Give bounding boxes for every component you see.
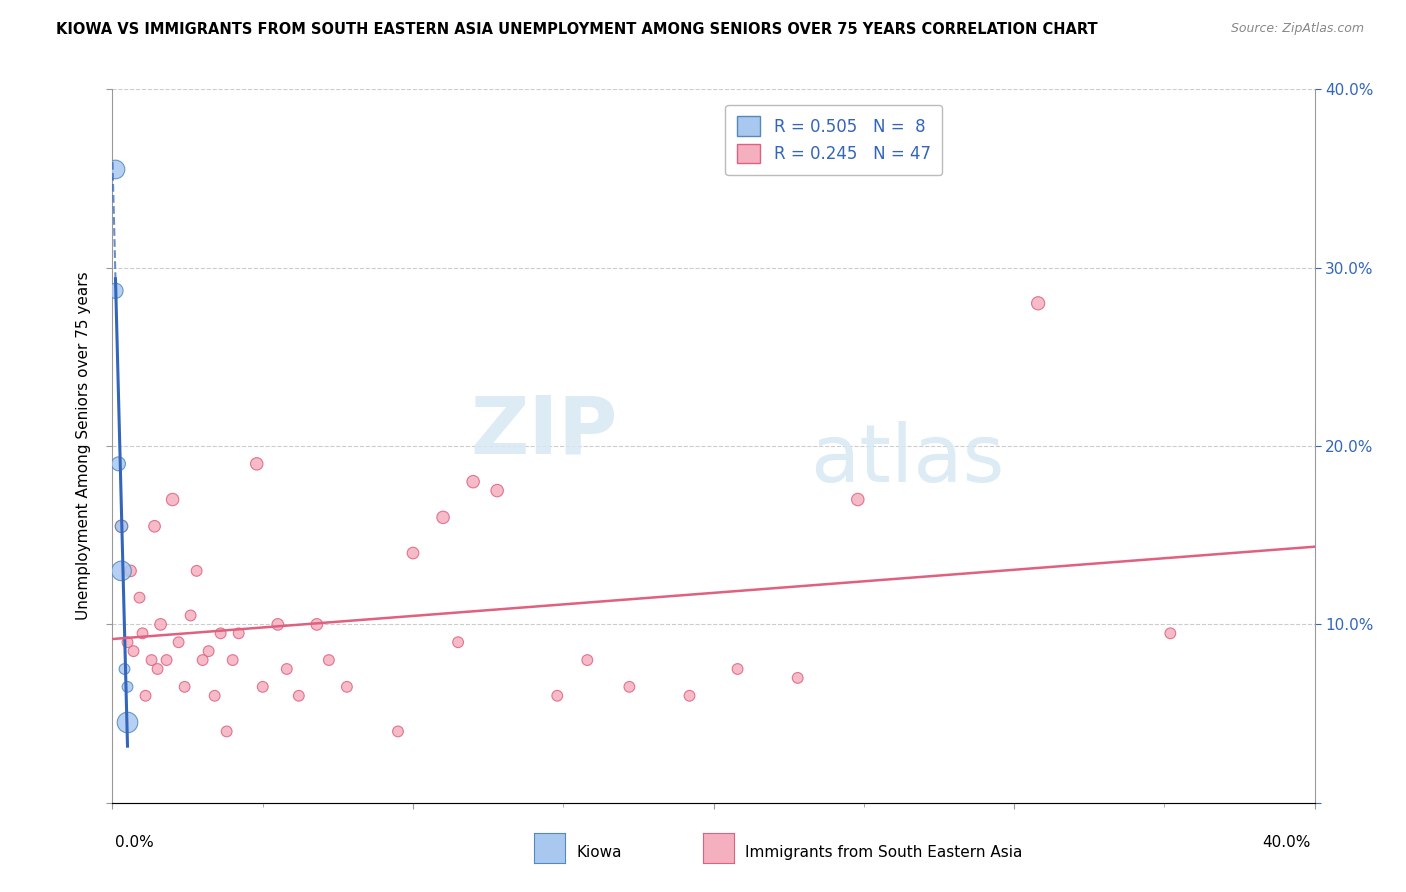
Text: Immigrants from South Eastern Asia: Immigrants from South Eastern Asia: [745, 846, 1022, 860]
Point: [135, 689, 157, 703]
Point: [167, 635, 190, 649]
Point: [117, 635, 139, 649]
Point: [104, 284, 127, 298]
Point: [576, 653, 599, 667]
Point: [141, 653, 163, 667]
Point: [619, 680, 641, 694]
Text: KIOWA VS IMMIGRANTS FROM SOUTH EASTERN ASIA UNEMPLOYMENT AMONG SENIORS OVER 75 Y: KIOWA VS IMMIGRANTS FROM SOUTH EASTERN A…: [56, 22, 1098, 37]
Point: [786, 671, 808, 685]
Text: 0.0%: 0.0%: [115, 836, 155, 850]
Point: [197, 644, 219, 658]
Point: [336, 680, 359, 694]
Point: [110, 564, 132, 578]
Point: [246, 457, 269, 471]
Point: [128, 591, 150, 605]
Point: [461, 475, 484, 489]
Point: [117, 715, 139, 730]
Text: Source: ZipAtlas.com: Source: ZipAtlas.com: [1230, 22, 1364, 36]
Point: [846, 492, 869, 507]
Point: [146, 662, 169, 676]
Point: [107, 457, 129, 471]
Point: [120, 564, 142, 578]
Point: [727, 662, 749, 676]
Point: [180, 608, 202, 623]
Point: [117, 680, 139, 694]
Point: [162, 492, 184, 507]
Point: [276, 662, 298, 676]
Point: [155, 653, 177, 667]
Point: [447, 635, 470, 649]
Point: [402, 546, 425, 560]
Point: [110, 519, 132, 533]
Point: [1026, 296, 1049, 310]
Point: [546, 689, 568, 703]
Y-axis label: Unemployment Among Seniors over 75 years: Unemployment Among Seniors over 75 years: [76, 272, 91, 620]
Point: [215, 724, 238, 739]
Point: [191, 653, 214, 667]
Point: [387, 724, 409, 739]
Point: [432, 510, 454, 524]
Point: [186, 564, 208, 578]
Point: [267, 617, 290, 632]
Point: [228, 626, 250, 640]
Point: [318, 653, 340, 667]
Point: [678, 689, 700, 703]
Point: [143, 519, 166, 533]
Point: [486, 483, 509, 498]
Point: [104, 162, 127, 177]
Text: ZIP: ZIP: [470, 392, 617, 471]
Text: Kiowa: Kiowa: [576, 846, 621, 860]
Point: [114, 662, 136, 676]
Text: 40.0%: 40.0%: [1263, 836, 1310, 850]
Point: [173, 680, 195, 694]
Point: [1159, 626, 1181, 640]
Point: [131, 626, 153, 640]
Point: [222, 653, 245, 667]
Point: [305, 617, 328, 632]
Legend: R = 0.505   N =  8, R = 0.245   N = 47: R = 0.505 N = 8, R = 0.245 N = 47: [725, 104, 942, 175]
Text: atlas: atlas: [810, 421, 1004, 500]
Point: [122, 644, 145, 658]
Point: [204, 689, 226, 703]
Point: [252, 680, 274, 694]
Point: [149, 617, 172, 632]
Point: [288, 689, 311, 703]
Point: [110, 519, 132, 533]
Point: [209, 626, 232, 640]
